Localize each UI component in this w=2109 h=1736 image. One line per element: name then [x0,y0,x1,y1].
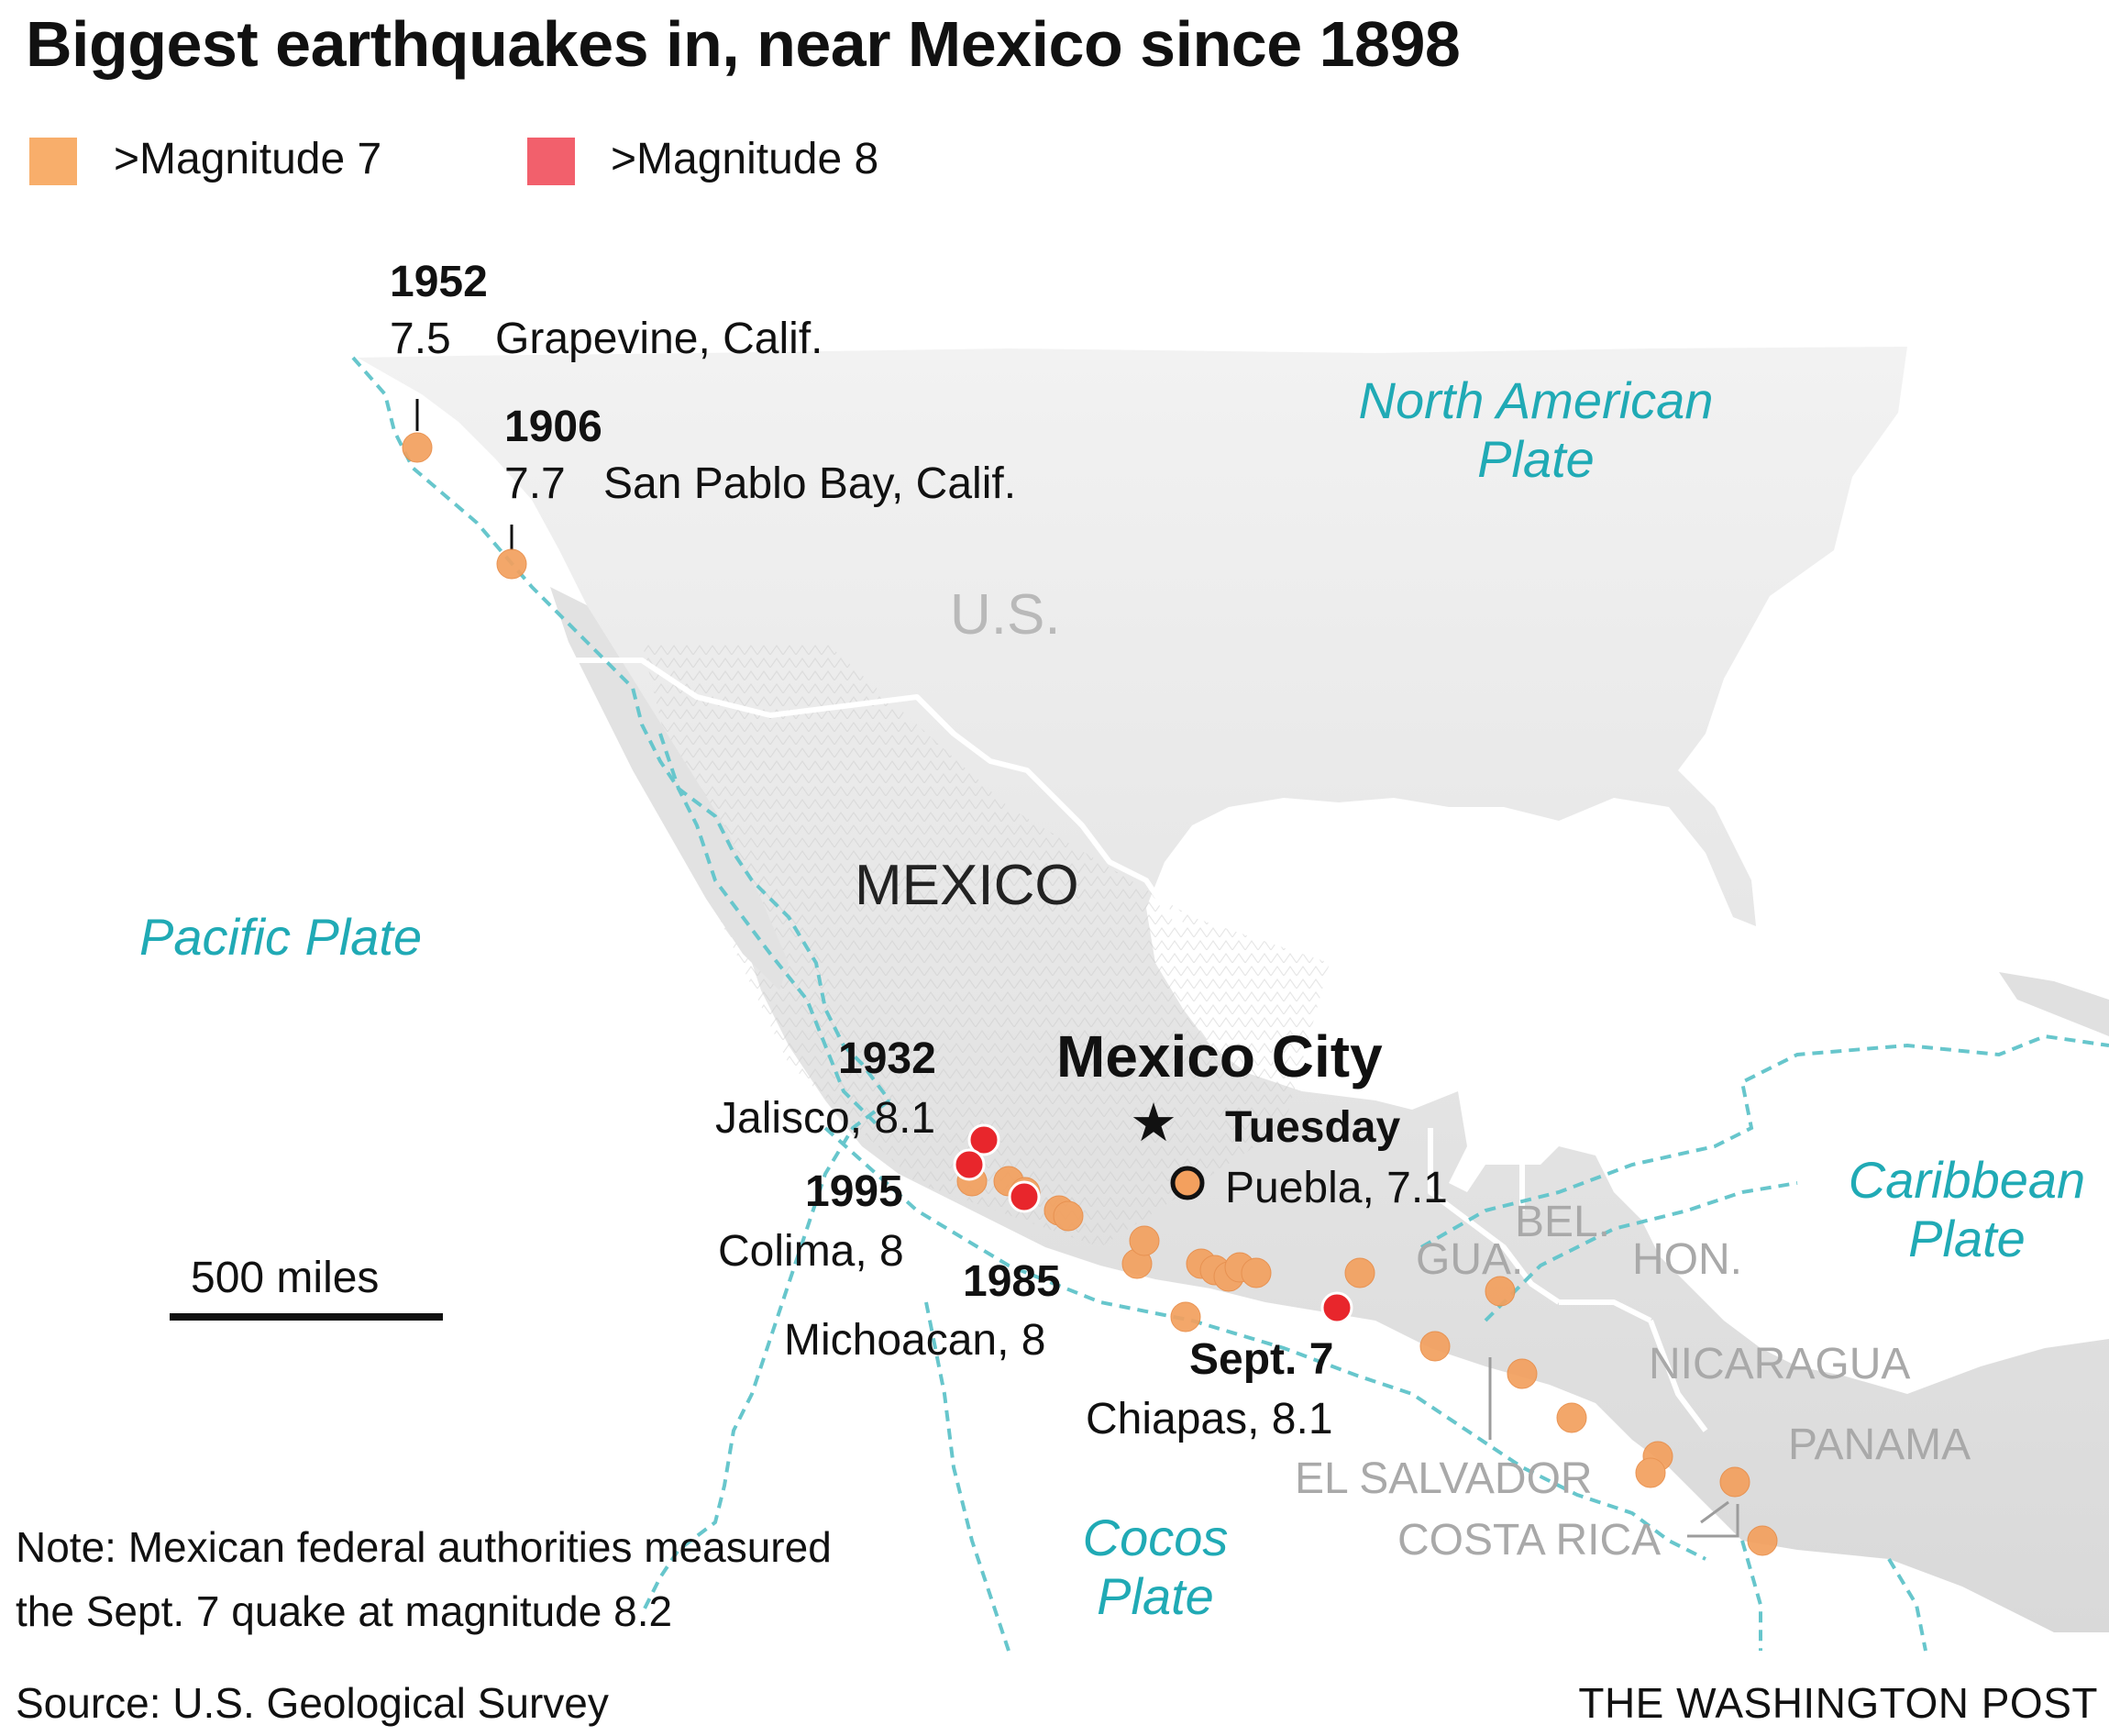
quake-place-1906: San Pablo Bay, Calif. [603,459,1017,508]
city-label-mexico-city: Mexico City [1056,1023,1383,1089]
quake-mag-1906: 7.7 [504,459,566,508]
quake-marker-1932 [967,1123,1000,1156]
quake-marker [1556,1402,1587,1433]
legend-swatch-mag7 [29,138,77,185]
plate-label-cocos: Cocos Plate [1082,1509,1229,1626]
scale-label: 500 miles [191,1254,380,1302]
quake-marker [1635,1457,1666,1488]
quake-marker [1719,1466,1750,1498]
quake-marker [1747,1525,1778,1556]
plate-label-north-american: North American Plate [1358,371,1714,489]
country-label-costa-rica: COSTA RICA [1397,1516,1662,1565]
quake-marker-1952 [402,432,433,463]
country-label-honduras: HON. [1632,1235,1742,1284]
country-label-el-salvador: EL SALVADOR [1295,1454,1593,1503]
quake-marker [1241,1257,1272,1288]
star-icon: ★ [1130,1093,1177,1153]
quake-marker [1129,1225,1160,1256]
country-label-guatemala: GUA. [1416,1235,1524,1284]
country-label-belize: BEL. [1515,1198,1611,1246]
land-cuba [1999,972,2109,1036]
quake-marker-1985 [1008,1180,1041,1213]
quake-markers-mag8 [953,1123,1353,1324]
country-borders [513,658,1708,1432]
quake-year-1985: 1985 [963,1257,1061,1306]
leader-lines [415,399,513,550]
plate-boundaries [351,356,2109,1652]
quake-label-sept7: Chiapas, 8.1 [1086,1395,1333,1443]
land-relief-texture [642,642,1330,1247]
land-baja-california [550,587,789,990]
legend-label-mag7: >Magnitude 7 [114,135,382,183]
leader-lines-gray [1488,1357,1739,1538]
country-label-mexico: MEXICO [855,854,1079,917]
country-label-nicaragua: NICARAGUA [1649,1340,1911,1388]
source-line: Source: U.S. Geological Survey [16,1679,609,1727]
quake-marker-sept7 [1320,1291,1353,1324]
quake-marker [1485,1276,1516,1307]
chart-title: Biggest earthquakes in, near Mexico sinc… [26,8,1461,80]
quake-year-1995: 1995 [805,1167,903,1216]
quake-marker [1170,1301,1201,1332]
legend-swatch-mag8 [527,138,575,185]
quake-marker [1344,1257,1375,1288]
quake-year-sept7: Sept. 7 [1189,1335,1334,1384]
credit-line: THE WASHINGTON POST [1578,1679,2098,1727]
quake-marker-1995 [953,1148,986,1181]
quake-label-tuesday: Puebla, 7.1 [1225,1164,1448,1212]
quake-markers-mag7 [402,432,1778,1556]
plate-label-pacific: Pacific Plate [139,908,423,966]
quake-place-1952: Grapevine, Calif. [495,315,823,363]
quake-year-1906: 1906 [504,403,602,451]
quake-label-1932: Jalisco, 8.1 [715,1094,936,1143]
quake-marker [1419,1331,1451,1362]
country-label-us: U.S. [950,583,1061,647]
plate-label-caribbean: Caribbean Plate [1848,1151,2086,1268]
quake-label-1995: Colima, 8 [718,1227,904,1276]
country-label-panama: PANAMA [1788,1421,1971,1469]
quake-marker-puebla [1170,1166,1205,1200]
quake-marker-1906 [496,548,527,580]
legend-label-mag8: >Magnitude 8 [611,135,879,183]
quake-marker [1507,1358,1538,1389]
quake-label-1985: Michoacan, 8 [784,1316,1046,1365]
quake-mag-1952: 7.5 [390,315,451,363]
quake-year-tuesday: Tuesday [1225,1103,1401,1152]
footnote: Note: Mexican federal authorities measur… [16,1523,832,1635]
quake-year-1952: 1952 [390,258,488,306]
quake-year-1932: 1932 [838,1034,936,1083]
quake-marker [1053,1200,1084,1232]
